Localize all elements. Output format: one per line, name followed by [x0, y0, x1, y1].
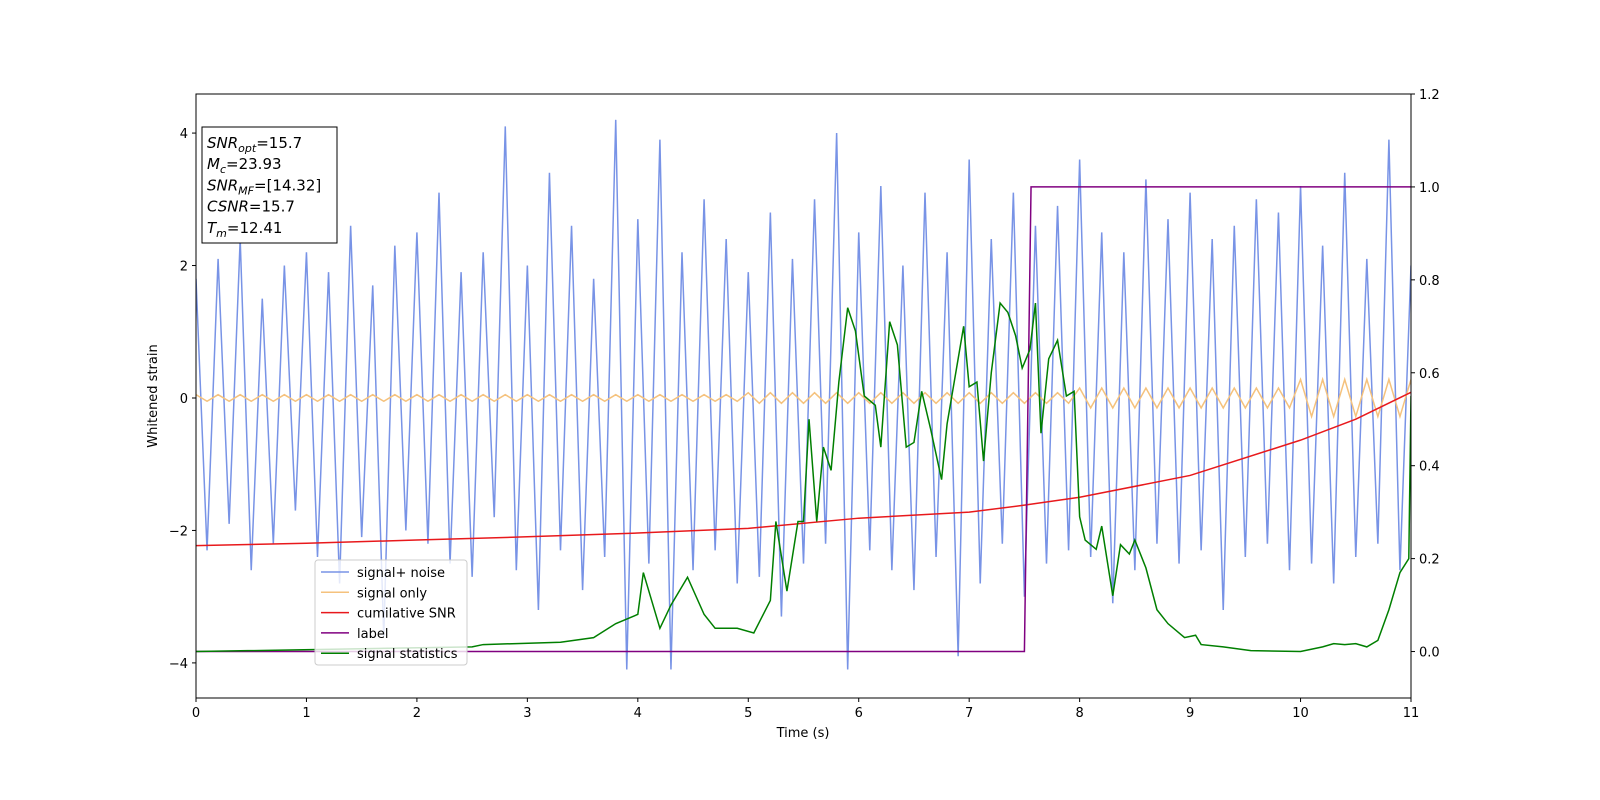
y-tick-label: −2: [169, 524, 188, 539]
y-tick-label: 0: [180, 392, 188, 407]
annotation-name: SNR: [207, 134, 238, 152]
annotation-sub: MF: [238, 184, 254, 197]
y2-tick-label: 0.8: [1419, 274, 1440, 289]
annotation-line: CSNR=15.7: [207, 198, 295, 216]
annotation-line: Tm=12.41: [207, 219, 282, 240]
y2-tick-label: 1.0: [1419, 181, 1440, 196]
legend-label: signal only: [357, 586, 427, 601]
series-line: [196, 376, 1411, 420]
plot-frame: [195, 93, 1412, 699]
x-tick-label: 9: [1186, 706, 1194, 721]
annotation-name: M: [207, 155, 220, 173]
x-tick-label: 7: [965, 706, 973, 721]
y-tick-label: 2: [180, 260, 188, 275]
legend-label: signal statistics: [357, 647, 458, 662]
legend-label: cumilative SNR: [357, 607, 456, 622]
annotation-line: Mc=23.93: [207, 155, 282, 176]
x-tick-label: 3: [523, 706, 531, 721]
y2-tick-label: 0.2: [1419, 553, 1440, 568]
series-line: [196, 391, 1411, 547]
x-tick-label: 6: [855, 706, 863, 721]
y-axis-label: Whitened strain: [146, 344, 161, 447]
y2-tick-label: 0.6: [1419, 367, 1440, 382]
series-line: [196, 119, 1411, 670]
x-tick-label: 1: [302, 706, 310, 721]
y-tick-label: 4: [180, 127, 188, 142]
y2-tick-label: 0.0: [1419, 646, 1440, 661]
annotation-sub: c: [220, 163, 226, 176]
x-tick-label: 8: [1075, 706, 1083, 721]
annotation-sub: opt: [238, 142, 257, 155]
x-tick-label: 5: [744, 706, 752, 721]
y-tick-label: −4: [169, 657, 188, 672]
annotation-name: T: [207, 219, 218, 237]
annotation-line: SNRopt=15.7: [207, 134, 302, 155]
x-axis-label: Time (s): [776, 726, 830, 741]
annotation-rest: =12.41: [227, 219, 283, 237]
legend-label: signal+ noise: [357, 566, 445, 581]
annotation-rest: =15.7: [256, 134, 302, 152]
annotation-rest: =[14.32]: [254, 176, 321, 194]
annotation-name: CSNR: [207, 198, 249, 216]
y2-tick-label: 1.2: [1419, 88, 1440, 103]
series-line: [196, 186, 1411, 653]
annotation-line: SNRMF=[14.32]: [207, 176, 321, 197]
annotation-box: [201, 126, 338, 244]
x-tick-label: 4: [634, 706, 642, 721]
x-tick-label: 10: [1292, 706, 1309, 721]
x-tick-label: 11: [1403, 706, 1420, 721]
x-tick-label: 0: [192, 706, 200, 721]
legend-box: [314, 559, 468, 666]
annotation-rest: =15.7: [249, 198, 295, 216]
x-tick-label: 2: [413, 706, 421, 721]
annotation-name: SNR: [207, 176, 238, 194]
y2-tick-label: 0.4: [1419, 460, 1440, 475]
legend-label: label: [357, 627, 388, 642]
annotation-sub: m: [216, 227, 227, 240]
series-line: [196, 301, 1411, 653]
annotation-rest: =23.93: [226, 155, 282, 173]
